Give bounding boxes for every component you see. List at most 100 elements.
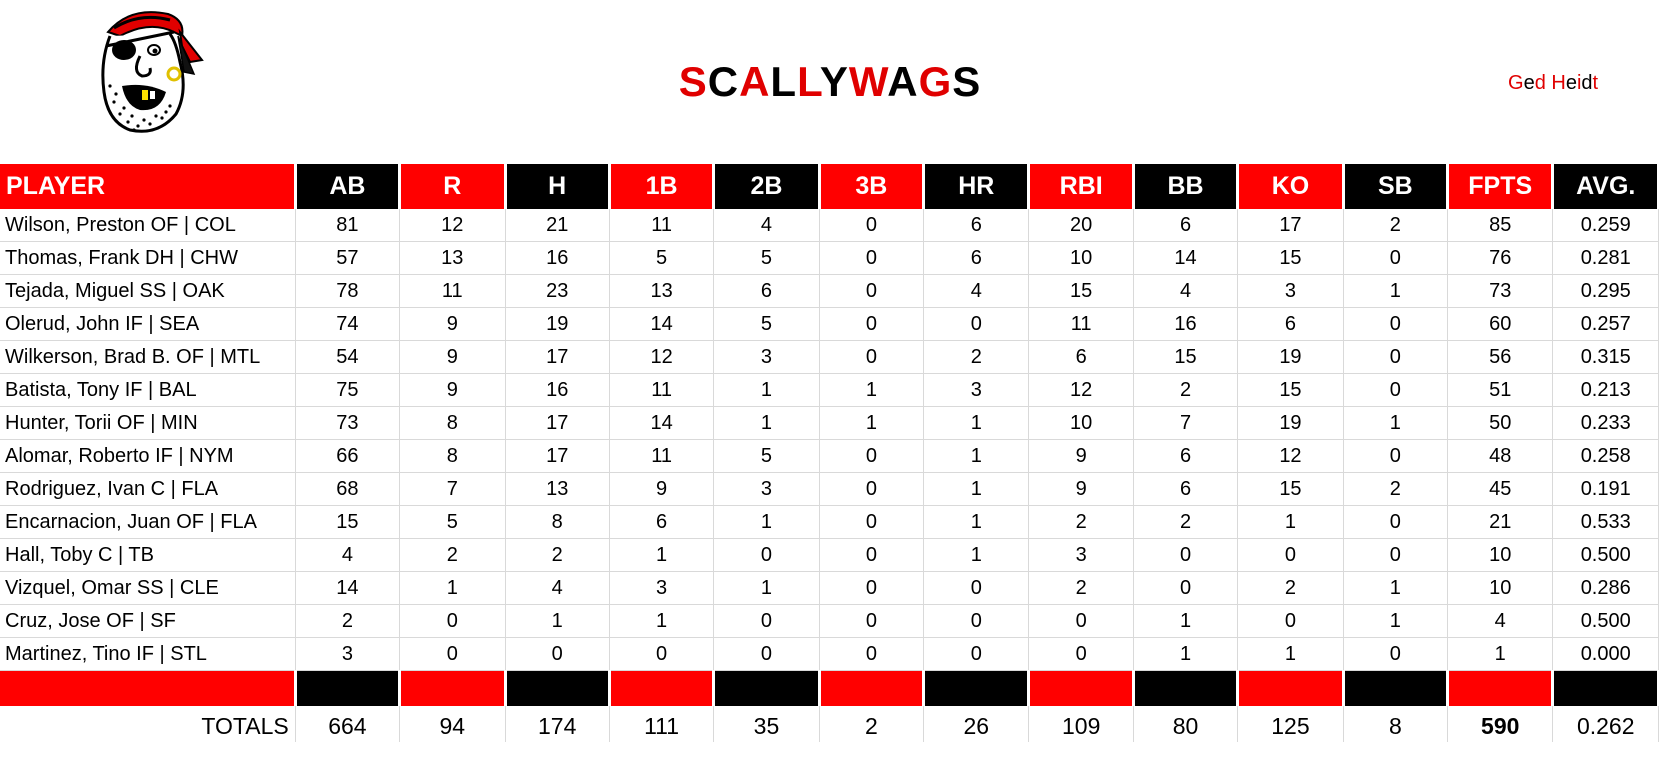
- table-row: Wilkerson, Brad B. OF | MTL 54 9 17 12 3 0 2 6 15…: [0, 340, 1659, 374]
- stat-cell: 4: [295, 538, 401, 572]
- stat-cell: 74: [295, 307, 401, 341]
- stat-cell: 1: [1133, 637, 1239, 671]
- owner-letter: d: [1581, 72, 1593, 94]
- stat-cell: 3: [923, 373, 1030, 407]
- stat-cell: 0.295: [1552, 274, 1659, 308]
- stat-cell: 10: [1447, 571, 1554, 605]
- stat-cell: 0.500: [1552, 538, 1659, 572]
- player-name-cell: Thomas, Frank DH | CHW: [0, 241, 296, 275]
- stat-cell: 9: [609, 472, 715, 506]
- stat-cell: 0: [1133, 571, 1239, 605]
- stat-cell: 2: [1028, 505, 1134, 539]
- stat-cell: 0: [399, 637, 506, 671]
- player-name-cell: Rodriguez, Ivan C | FLA: [0, 472, 296, 506]
- stat-cell: 16: [1133, 307, 1239, 341]
- total-cell: 590: [1447, 706, 1554, 742]
- stat-cell: 0: [1343, 241, 1449, 275]
- stat-cell: 13: [505, 472, 610, 506]
- stat-cell: 9: [399, 307, 506, 341]
- total-cell: 8: [1343, 706, 1449, 742]
- pirate-mascot-icon: [101, 11, 204, 133]
- total-cell: 35: [713, 706, 820, 742]
- stat-cell: 0: [1343, 505, 1449, 539]
- color-band-cell: [923, 670, 1031, 706]
- stat-cell: 17: [505, 340, 610, 374]
- stat-cell: 6: [1133, 439, 1239, 473]
- stat-cell: 1: [923, 538, 1030, 572]
- stat-cell: 17: [505, 439, 610, 473]
- column-header: 1B: [609, 164, 716, 209]
- stat-cell: 6: [1133, 472, 1239, 506]
- stat-cell: 21: [1447, 505, 1554, 539]
- stat-cell: 56: [1447, 340, 1554, 374]
- title-letter: Y: [819, 58, 849, 105]
- stat-cell: 0: [819, 439, 925, 473]
- player-name-cell: Wilson, Preston OF | COL: [0, 209, 296, 242]
- stat-cell: 0.191: [1552, 472, 1659, 506]
- stat-cell: 1: [819, 373, 925, 407]
- stat-cell: 0.315: [1552, 340, 1659, 374]
- totals-row: TOTALS 664 94 174 111 35 2 26 109 80 125 8 590 0.262: [0, 706, 1659, 742]
- owner-name: Ged Heidt: [1508, 72, 1598, 95]
- stat-cell: 0: [1343, 439, 1449, 473]
- stat-cell: 1: [923, 505, 1030, 539]
- stat-cell: 1: [923, 439, 1030, 473]
- stat-cell: 6: [1133, 209, 1239, 242]
- stat-cell: 0: [505, 637, 610, 671]
- stat-cell: 50: [1447, 406, 1554, 440]
- stat-cell: 0: [713, 604, 820, 638]
- stat-cell: 1: [819, 406, 925, 440]
- stat-cell: 1: [1133, 604, 1239, 638]
- stat-cell: 2: [1237, 571, 1344, 605]
- stat-cell: 0: [923, 571, 1030, 605]
- stat-cell: 2: [923, 340, 1030, 374]
- team-title: SCALLYWAGS: [0, 58, 1660, 106]
- stat-cell: 0.533: [1552, 505, 1659, 539]
- stat-cell: 9: [1028, 439, 1134, 473]
- stat-cell: 4: [1133, 274, 1239, 308]
- column-header: R: [399, 164, 507, 209]
- stat-cell: 12: [1237, 439, 1344, 473]
- stat-cell: 8: [399, 439, 506, 473]
- stat-cell: 3: [713, 472, 820, 506]
- stat-cell: 1: [923, 406, 1030, 440]
- title-letter: S: [952, 58, 982, 105]
- stat-cell: 0: [1133, 538, 1239, 572]
- stat-cell: 0: [819, 538, 925, 572]
- stat-cell: 5: [713, 439, 820, 473]
- total-cell: 2: [819, 706, 925, 742]
- stat-cell: 4: [713, 209, 820, 242]
- stat-cell: 0: [819, 604, 925, 638]
- stat-cell: 11: [609, 439, 715, 473]
- player-name-cell: Tejada, Miguel SS | OAK: [0, 274, 296, 308]
- stat-cell: 0: [1028, 637, 1134, 671]
- stat-cell: 11: [609, 373, 715, 407]
- stat-cell: 0: [609, 637, 715, 671]
- stat-cell: 0: [1237, 538, 1344, 572]
- stat-cell: 1: [713, 406, 820, 440]
- table-row: Martinez, Tino IF | STL 3 0 0 0 0 0 0 0 1 1 0 1 0.000: [0, 637, 1659, 671]
- stat-cell: 0: [399, 604, 506, 638]
- stat-cell: 8: [505, 505, 610, 539]
- stat-cell: 0: [923, 307, 1030, 341]
- stat-cell: 85: [1447, 209, 1554, 242]
- stat-cell: 3: [609, 571, 715, 605]
- stat-cell: 11: [609, 209, 715, 242]
- column-header: 3B: [819, 164, 926, 209]
- stat-cell: 81: [295, 209, 401, 242]
- stat-cell: 1: [1237, 637, 1344, 671]
- table-row: Vizquel, Omar SS | CLE 14 1 4 3 1 0 0 2 0 2 1 10 0.28…: [0, 571, 1659, 605]
- color-band-cell: [713, 670, 821, 706]
- stat-cell: 1: [1447, 637, 1554, 671]
- table-row: Wilson, Preston OF | COL 81 12 21 11 4 0 6 20 6 17…: [0, 209, 1659, 242]
- stat-cell: 3: [295, 637, 401, 671]
- stat-cell: 0: [923, 604, 1030, 638]
- stat-cell: 1: [1343, 274, 1449, 308]
- stat-cell: 1: [1237, 505, 1344, 539]
- stat-cell: 21: [505, 209, 610, 242]
- stat-cell: 4: [1447, 604, 1554, 638]
- stat-cell: 1: [713, 373, 820, 407]
- player-name-cell: Martinez, Tino IF | STL: [0, 637, 296, 671]
- stat-cell: 54: [295, 340, 401, 374]
- stat-cell: 9: [1028, 472, 1134, 506]
